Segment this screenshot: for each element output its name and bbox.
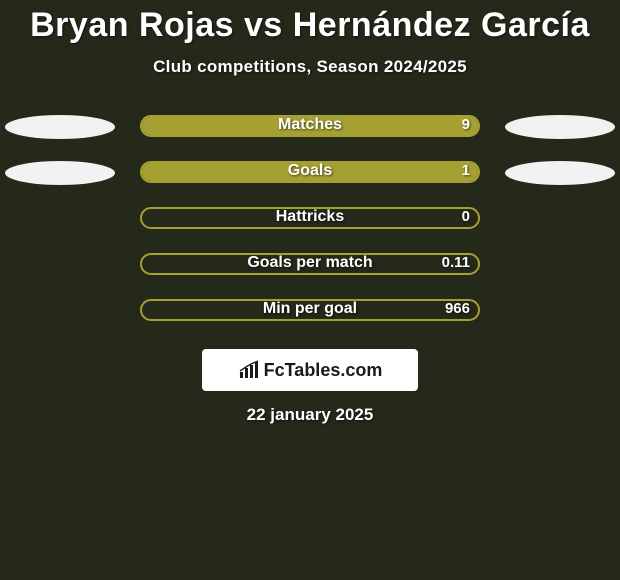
stat-row: Matches9 [0,105,620,151]
subtitle: Club competitions, Season 2024/2025 [0,57,620,77]
brand-box[interactable]: FcTables.com [202,349,418,391]
player-left-placeholder [5,115,115,139]
stat-bar [140,299,480,321]
comparison-card: Bryan Rojas vs Hernández García Club com… [0,0,620,580]
stat-bar [140,161,480,183]
stat-bar [140,253,480,275]
stat-row: Min per goal966 [0,289,620,335]
stat-row: Goals1 [0,151,620,197]
player-right-placeholder [505,161,615,185]
stat-bar-fill [142,163,478,181]
stat-row: Hattricks0 [0,197,620,243]
brand-inner: FcTables.com [238,360,383,381]
stat-bar [140,115,480,137]
player-left-placeholder [5,161,115,185]
stat-bar-fill [142,117,478,135]
stat-row: Goals per match0.11 [0,243,620,289]
player-right-placeholder [505,115,615,139]
date-text: 22 january 2025 [0,405,620,425]
brand-chart-icon [238,360,260,380]
brand-text: FcTables.com [264,360,383,381]
page-title: Bryan Rojas vs Hernández García [0,0,620,45]
stat-bar [140,207,480,229]
stats-area: Matches9Goals1Hattricks0Goals per match0… [0,105,620,335]
